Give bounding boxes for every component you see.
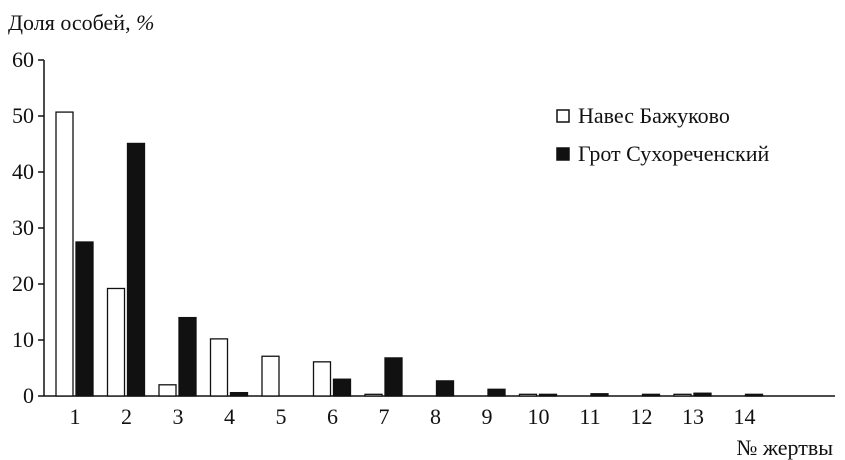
bar-grot-sukhorechensky xyxy=(744,393,764,397)
x-tick-label: 12 xyxy=(631,404,653,429)
y-tick-label: 10 xyxy=(12,327,34,352)
bar-grot-sukhorechensky xyxy=(641,393,661,397)
legend: Навес Бажуково Грот Сухореченский xyxy=(556,103,769,166)
legend-label-2: Грот Сухореченский xyxy=(578,141,769,166)
x-tick-label: 3 xyxy=(173,404,184,429)
bar-navets-bazhukovo xyxy=(106,287,126,397)
bar-grot-sukhorechensky xyxy=(384,357,403,397)
y-axis-title-text: Доля особей, xyxy=(8,10,136,35)
x-tick-label: 9 xyxy=(482,404,493,429)
bars xyxy=(55,111,764,397)
x-axis-title: № жертвы xyxy=(736,435,833,460)
bar-grot-sukhorechensky xyxy=(178,316,197,397)
y-tick-label: 40 xyxy=(12,159,34,184)
bar-grot-sukhorechensky xyxy=(435,380,455,397)
x-tick-label: 6 xyxy=(327,404,338,429)
legend-swatch-2 xyxy=(556,147,570,161)
legend-item-1: Навес Бажуково xyxy=(556,103,730,128)
bar-navets-bazhukovo xyxy=(261,355,280,397)
x-tick-label: 2 xyxy=(121,404,132,429)
bar-grot-sukhorechensky xyxy=(126,142,146,397)
svg-text:Доля особей, %: Доля особей, % xyxy=(8,10,154,35)
y-tick-label: 50 xyxy=(12,103,34,128)
x-tick-label: 1 xyxy=(70,404,81,429)
bar-grot-sukhorechensky xyxy=(538,393,558,397)
bar-grot-sukhorechensky xyxy=(229,391,249,397)
bar-grot-sukhorechensky xyxy=(487,388,506,397)
y-axis-title-unit: % xyxy=(136,10,154,35)
x-tick-label: 13 xyxy=(682,404,704,429)
bar-navets-bazhukovo xyxy=(158,384,177,397)
y-tick-label: 60 xyxy=(12,47,34,72)
x-tick-label: 10 xyxy=(528,404,550,429)
x-ticks: 1 2 3 4 5 6 7 8 9 10 11 12 13 14 xyxy=(70,404,756,429)
bar-navets-bazhukovo xyxy=(209,338,229,397)
y-axis-title: Доля особей, % xyxy=(8,10,154,35)
legend-item-2: Грот Сухореченский xyxy=(556,141,769,166)
y-tick-label: 0 xyxy=(23,383,34,408)
x-tick-label: 5 xyxy=(276,404,287,429)
x-tick-label: 11 xyxy=(579,404,600,429)
x-tick-label: 8 xyxy=(430,404,441,429)
x-tick-label: 4 xyxy=(224,404,235,429)
y-tick-label: 20 xyxy=(12,271,34,296)
y-tick-label: 30 xyxy=(12,215,34,240)
bar-grot-sukhorechensky xyxy=(590,393,609,397)
bar-navets-bazhukovo xyxy=(518,393,538,397)
legend-swatch-1 xyxy=(556,109,570,123)
y-ticks: 0 10 20 30 40 50 60 xyxy=(12,47,44,408)
legend-label-1: Навес Бажуково xyxy=(578,103,730,128)
bar-grot-sukhorechensky xyxy=(693,392,712,397)
bar-grot-sukhorechensky xyxy=(332,378,352,397)
x-tick-label: 14 xyxy=(734,404,756,429)
bar-navets-bazhukovo xyxy=(364,393,383,397)
bar-navets-bazhukovo xyxy=(312,361,332,397)
bar-grot-sukhorechensky xyxy=(75,241,94,397)
bar-navets-bazhukovo xyxy=(55,111,74,397)
bar-navets-bazhukovo xyxy=(673,393,692,397)
x-tick-label: 7 xyxy=(379,404,390,429)
